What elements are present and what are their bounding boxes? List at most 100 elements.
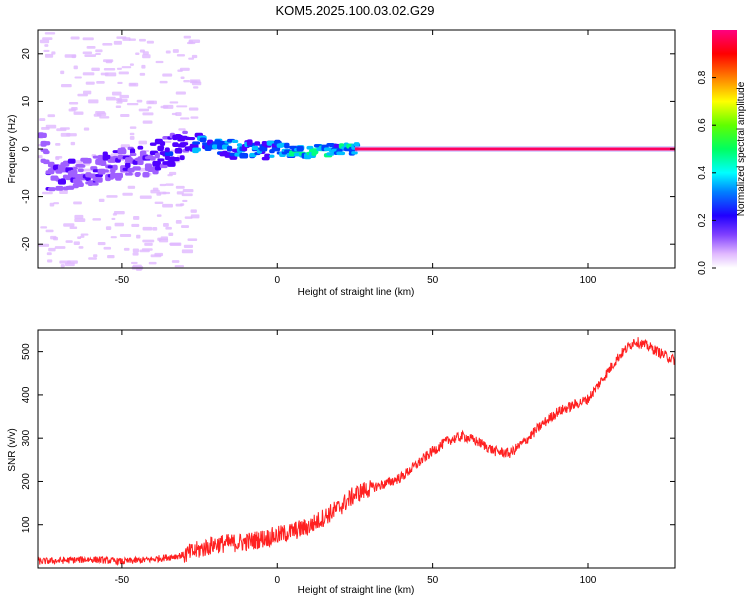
spectrogram-cell [353,142,360,147]
spectrogram-noise-cell [70,36,80,40]
spectrogram-noise-cell [181,225,190,229]
spectrogram-noise-cell [190,214,200,219]
spectrogram-noise-cell [119,94,130,99]
snr-plot-area [38,330,675,568]
spectrogram-cell [42,150,50,155]
spectrogram-noise-cell [59,260,71,264]
spectrogram-noise-cell [68,102,79,105]
spectrogram-noise-cell [95,49,103,53]
spectrogram-noise-cell [71,54,76,59]
spectrogram-cell [132,159,139,165]
spectrogram-cell [254,141,261,146]
spectrogram-x-tick-label: -50 [115,275,130,286]
spectrogram-noise-cell [103,68,116,71]
spectrogram-noise-cell [181,249,194,254]
spectrogram-cell [194,147,202,152]
spectrogram-noise-cell [162,203,173,208]
spectrogram-noise-cell [147,106,152,109]
colorbar-tick-label: 0.4 [697,165,708,179]
spectrogram-noise-cell [114,222,124,227]
spectrogram-cell [42,159,50,165]
spectrogram-cell [95,173,103,178]
spectrogram-noise-cell [110,236,117,239]
spectrogram-noise-cell [83,90,92,95]
spectrogram-cell [90,182,99,186]
colorbar-ticks: 0.0 0.2 0.4 0.6 0.8 [697,70,716,275]
spectrogram-noise-cell [44,53,54,58]
spectrogram-noise-cell [129,136,135,140]
spectrogram-noise-cell [141,64,146,69]
spectrogram-noise-cell [98,198,105,202]
spectrogram-noise-cell [82,72,95,76]
spectrogram-noise-cell [105,96,116,101]
spectrogram-noise-cell [63,223,75,227]
spectrogram-noise-cell [129,132,135,136]
spectrogram-noise-cell [132,252,139,256]
spectrogram-noise-cell [171,260,180,263]
spectrogram-cell [284,142,290,149]
spectrogram-noise-cell [73,65,78,70]
spectrogram-noise-cell [96,81,105,84]
spectrogram-noise-cell [68,108,76,112]
spectrogram-noise-cell [46,252,52,256]
spectrogram-noise-cell [142,239,155,243]
spectrogram-noise-cell [73,241,80,246]
spectrogram-noise-cell [81,168,93,172]
spectrogram-noise-cell [175,91,186,95]
spectrogram-noise-cell [95,53,101,56]
spectrogram-noise-cell [193,86,199,89]
spectrogram-noise-cell [44,32,56,35]
spectrogram-noise-cell [183,79,190,83]
spectrogram-noise-cell [154,201,164,204]
spectrogram-noise-cell [51,51,56,55]
spectrogram-noise-cell [83,127,90,131]
spectrogram-noise-cell [156,214,162,217]
spectrogram-noise-cell [54,246,66,249]
spectrogram-noise-cell [82,51,93,55]
spectrogram-cell [95,177,103,183]
spectrogram-noise-cell [39,118,46,121]
spectrogram-noise-cell [106,195,118,198]
spectrogram-cell [192,141,201,145]
spectrogram-noise-cell [47,259,53,263]
spectrogram-noise-cell [190,116,199,119]
spectrogram-noise-cell [53,202,60,205]
colorbar-tick-label: 0.8 [697,70,708,84]
spectrogram-cell [179,155,185,161]
spectrogram-cell [129,148,136,155]
spectrogram-cell [187,136,196,141]
spectrogram-noise-cell [142,51,149,55]
snr-x-axis-label: Height of straight line (km) [298,585,415,596]
spectrogram-cell [62,160,70,166]
spectrogram-cell [137,159,144,165]
spectrogram-cell [102,151,108,157]
spectrogram-cell [149,156,156,161]
spectrogram-cell [174,147,183,154]
spectrogram-noise-cell [159,183,167,187]
spectrogram-noise-cell [120,114,130,117]
spectrogram-cell [154,152,160,159]
spectrogram-noise-cell [123,247,130,251]
spectrogram-cell [72,166,78,170]
spectrogram-noise-cell [127,185,136,189]
spectrogram-cell [134,172,140,177]
spectrogram-noise-cell [130,261,138,265]
spectrogram-noise-cell [111,91,122,96]
spectrogram-noise-cell [102,42,113,46]
spectrogram-cell [157,146,164,152]
spectrogram-noise-cell [190,80,198,83]
spectrogram-noise-cell [103,246,112,250]
spectrogram-cell [159,141,166,147]
spectrogram-x-axis-label: Height of straight line (km) [298,287,415,298]
spectrogram-noise-cell [188,57,195,60]
snr-y-tick-label: 400 [21,386,32,403]
spectrogram-noise-cell [162,73,173,77]
spectrogram-noise-cell [175,112,182,116]
spectrogram-noise-cell [45,124,57,129]
spectrogram-y-tick-label: 0 [21,146,32,152]
spectrogram-noise-cell [49,202,55,207]
spectrogram-noise-cell [138,108,150,112]
spectrogram-noise-cell [142,226,153,231]
spectrogram-cell [149,142,157,146]
